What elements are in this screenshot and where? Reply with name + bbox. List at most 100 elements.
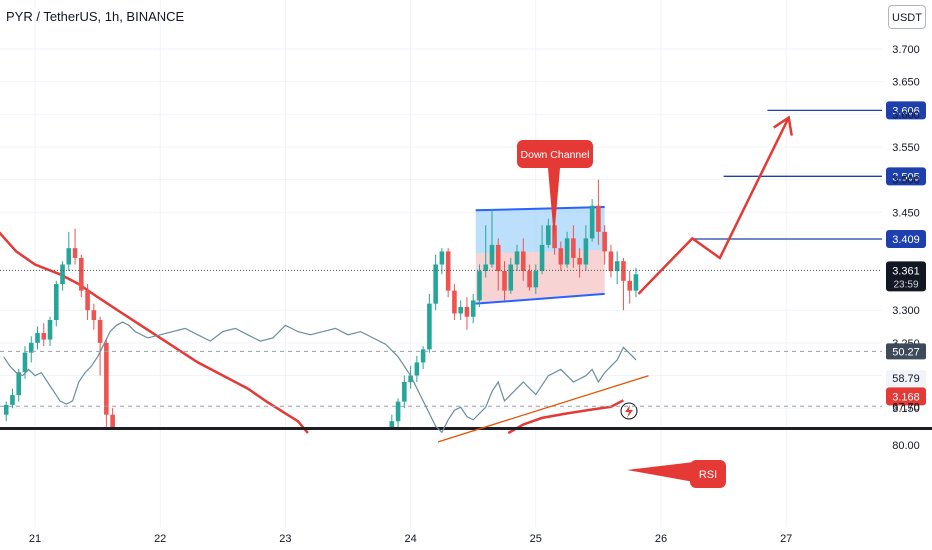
- candle-body: [564, 238, 570, 265]
- candle-body: [633, 274, 639, 291]
- target-levels: 3.606 3.505 3.409: [692, 101, 926, 249]
- candle-body: [477, 271, 482, 301]
- candle-body: [589, 205, 595, 239]
- chart-title: PYR / TetherUS, 1h, BINANCE: [6, 9, 185, 24]
- candle-body: [97, 319, 103, 343]
- down-channel-callout: [517, 140, 593, 168]
- candle-body: [470, 300, 476, 317]
- countdown-label: 23:59: [893, 279, 918, 290]
- current-price-tag: [886, 261, 926, 292]
- candle-body: [614, 261, 620, 272]
- rsi-tick-tag: [886, 370, 926, 387]
- rsi-line: [3, 321, 637, 434]
- time-tick: 23: [279, 533, 291, 545]
- candle-body: [104, 342, 109, 415]
- candle-body: [577, 257, 582, 265]
- projection-arrow: [637, 115, 793, 295]
- price-axis: 3.7003.6503.6003.5503.5003.4503.3003.250…: [886, 44, 926, 452]
- level-tag: [886, 101, 926, 120]
- candle-body: [402, 382, 407, 402]
- candle-body: [439, 251, 445, 265]
- candle-body: [489, 244, 495, 265]
- price-tick: 3.150: [892, 403, 920, 415]
- candle-body: [72, 248, 78, 258]
- candle-body: [552, 225, 557, 249]
- channel-lower-fill: [475, 250, 605, 304]
- candle-body: [66, 248, 72, 265]
- candle-body: [495, 244, 501, 272]
- candle-body: [452, 290, 457, 314]
- level-tag: [886, 230, 926, 249]
- candle-body: [28, 342, 34, 353]
- candle-body: [110, 414, 115, 427]
- candle-body: [79, 257, 84, 291]
- channel-lower-line: [475, 292, 605, 305]
- lightning-icon: [620, 402, 638, 420]
- candle-body: [395, 401, 401, 422]
- moving-average-line: [0, 231, 624, 435]
- price-tick: 3.700: [892, 44, 920, 56]
- rsi-tick-tag: [886, 343, 926, 360]
- candle-body: [602, 231, 607, 252]
- candle-body: [60, 264, 65, 285]
- time-tick: 27: [780, 533, 792, 545]
- annotations: Down Channel RSI: [517, 140, 726, 488]
- candle-body: [22, 352, 28, 373]
- ma-value-label: 3.168: [892, 391, 920, 403]
- lightning-icon-bolt: [625, 405, 633, 418]
- ma-value-tag: [886, 387, 926, 406]
- channel-upper-line: [475, 206, 605, 212]
- rsi-divergence-line: [437, 375, 649, 443]
- projection-path: [637, 117, 790, 295]
- level-tag: [886, 167, 926, 186]
- candle-body: [483, 264, 489, 272]
- level-label: 3.606: [892, 105, 920, 117]
- candle-body: [53, 284, 59, 320]
- candle-body: [627, 280, 632, 291]
- candle-body: [527, 271, 532, 288]
- candle-body: [47, 319, 53, 340]
- currency-button[interactable]: USDT: [888, 5, 926, 29]
- time-tick: 24: [404, 533, 416, 545]
- rsi-tick: 67.70: [892, 401, 920, 413]
- candle-body: [621, 261, 626, 281]
- candle-body: [539, 244, 545, 272]
- price-tick: 3.450: [892, 207, 920, 219]
- candle-body: [10, 395, 15, 405]
- candle-body: [533, 271, 539, 288]
- rsi-pointer: [627, 462, 694, 482]
- candle-body: [502, 271, 507, 291]
- projection-arrowhead: [773, 115, 793, 136]
- candlestick-series: [3, 179, 639, 427]
- candle-body: [35, 333, 40, 343]
- price-tick: 3.600: [892, 109, 920, 121]
- time-tick: 25: [530, 533, 542, 545]
- ma-line-late: [507, 399, 624, 435]
- candle-body: [389, 421, 395, 427]
- candle-body: [41, 333, 47, 340]
- current-price-label: 3.361: [892, 265, 920, 277]
- candle-body: [427, 303, 432, 350]
- candle-body: [445, 251, 451, 291]
- candle-body: [508, 264, 514, 291]
- grid-lines: [0, 0, 882, 527]
- price-tick: 3.500: [892, 175, 920, 187]
- level-label: 3.409: [892, 234, 920, 246]
- candle-body: [558, 248, 564, 265]
- rsi-callout: [690, 460, 726, 488]
- candle-body: [514, 251, 520, 265]
- candle-body: [414, 362, 420, 376]
- rsi-panel: [0, 321, 932, 443]
- candle-body: [420, 349, 426, 363]
- down-channel-pointer: [548, 168, 560, 238]
- candle-body: [571, 238, 576, 258]
- price-tick: 3.650: [892, 77, 920, 89]
- rsi-tick: 80.00: [892, 440, 920, 452]
- candle-body: [596, 205, 601, 232]
- rsi-tick: 58.79: [892, 373, 920, 385]
- rsi-tick: 50.27: [892, 346, 920, 358]
- candle-body: [583, 238, 589, 265]
- candle-body: [408, 375, 413, 383]
- candle-body: [608, 251, 614, 272]
